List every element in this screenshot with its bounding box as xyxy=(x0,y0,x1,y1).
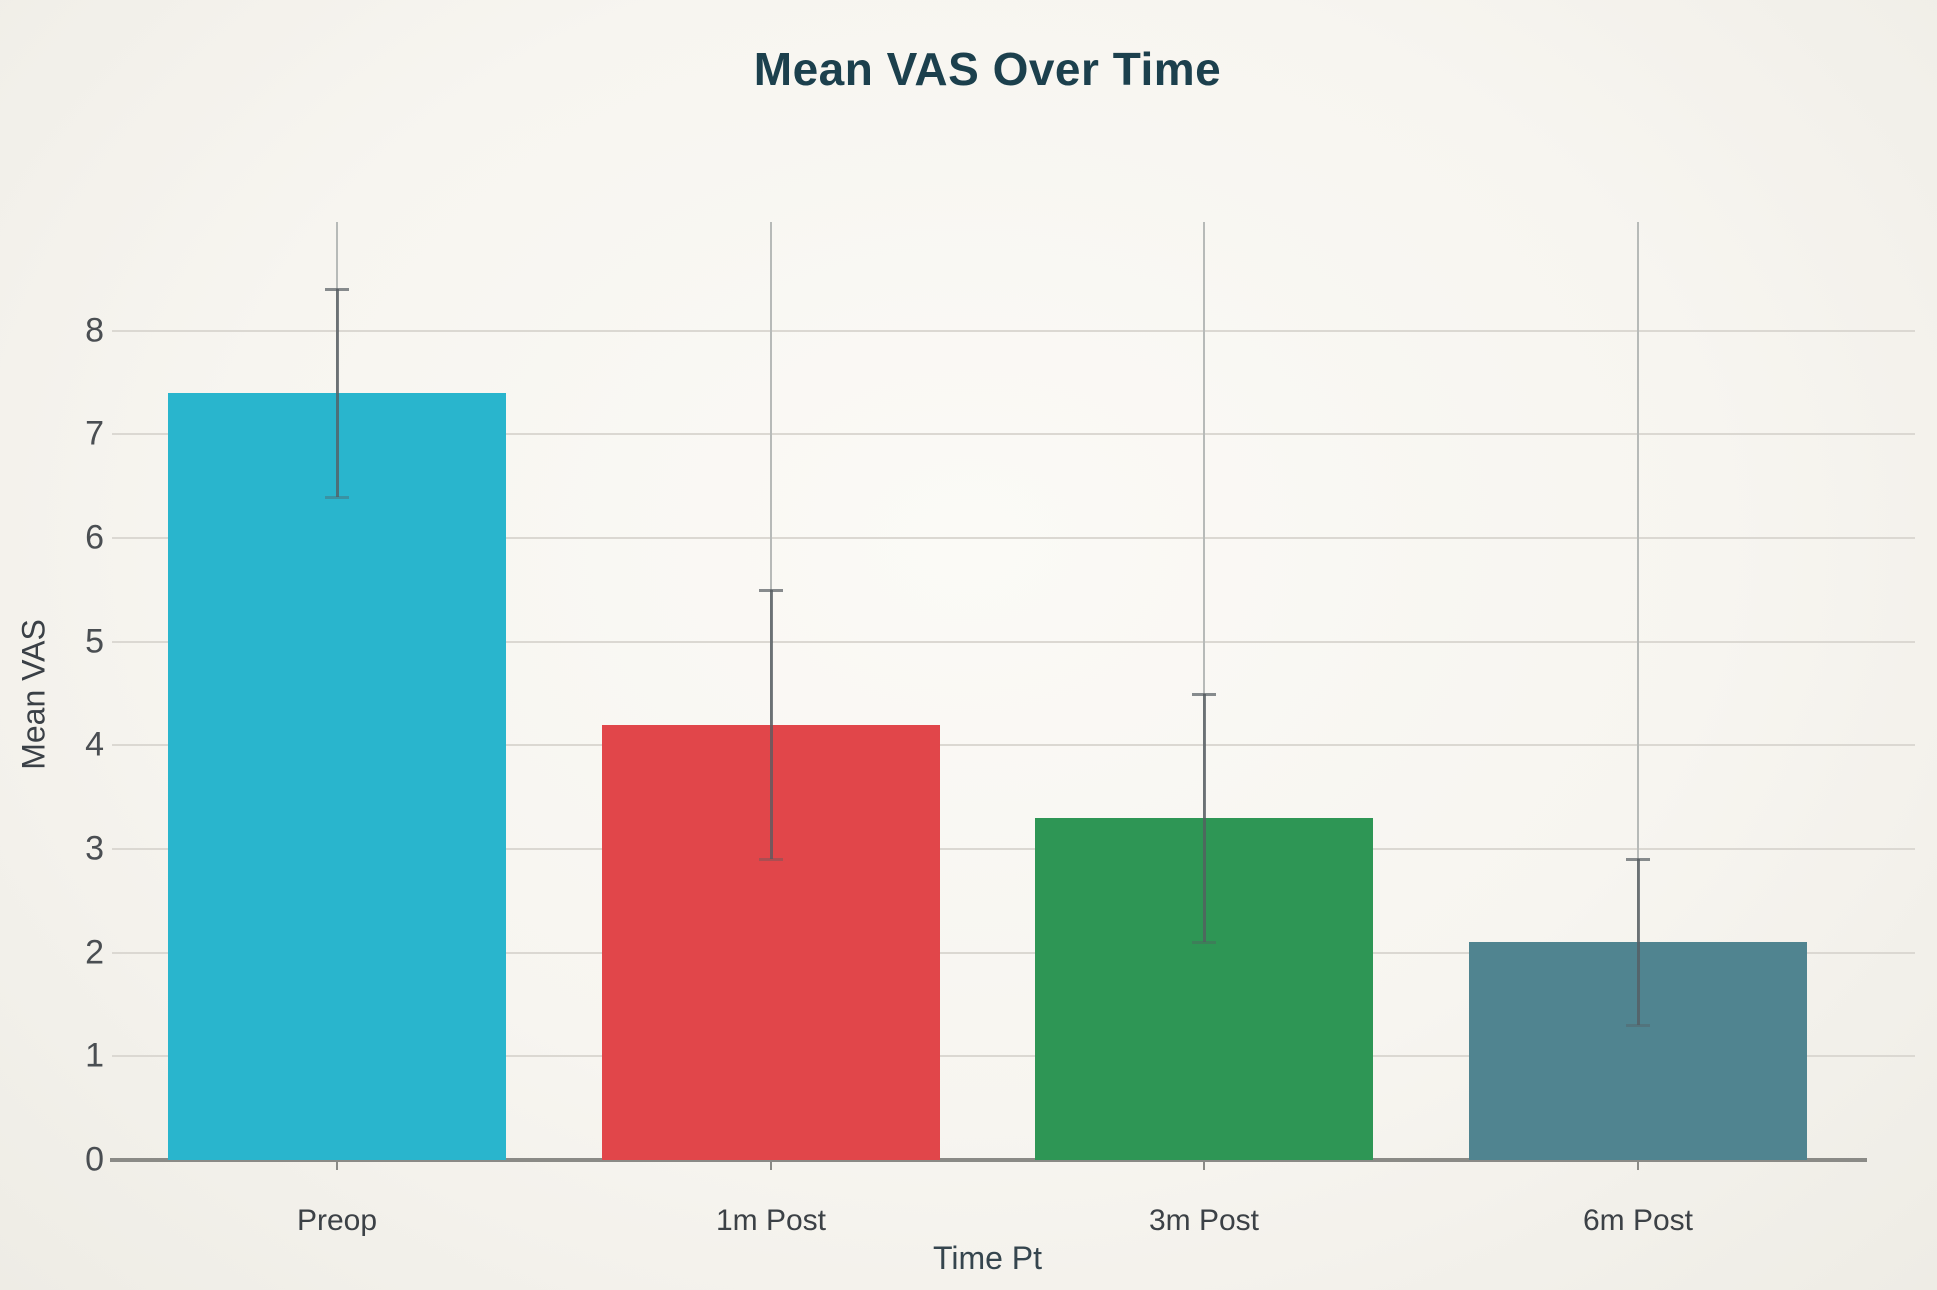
x-tick-mark xyxy=(1637,1160,1639,1170)
error-bar-cap-top xyxy=(325,288,349,292)
x-tick-label: 1m Post xyxy=(715,1204,827,1237)
v-gridline xyxy=(1637,222,1639,1160)
error-bar-cap-bottom xyxy=(1192,941,1216,945)
error-bar xyxy=(1202,693,1206,943)
h-gridline xyxy=(112,433,1915,436)
h-gridline xyxy=(112,1055,1915,1058)
x-tick-label: Preop xyxy=(296,1204,378,1237)
error-bar-cap-top xyxy=(759,588,783,592)
y-tick-label: 1 xyxy=(85,1036,104,1075)
h-gridline xyxy=(112,848,1915,851)
y-tick-label: 6 xyxy=(85,518,104,557)
x-axis-title: Time Pt xyxy=(932,1240,1043,1276)
h-gridline xyxy=(112,744,1915,747)
h-gridline xyxy=(112,951,1915,954)
error-bar xyxy=(335,289,339,497)
x-axis-line xyxy=(110,1158,1867,1162)
y-tick-label: 2 xyxy=(85,933,104,972)
chart-title: Mean VAS Over Time xyxy=(753,43,1222,95)
bar-preop xyxy=(168,393,506,1160)
x-tick-label: 6m Post xyxy=(1582,1204,1694,1237)
error-bar xyxy=(1636,859,1640,1026)
y-tick-label: 8 xyxy=(85,311,104,350)
x-tick-mark xyxy=(336,1160,338,1170)
error-bar-cap-top xyxy=(1626,858,1650,862)
y-axis-title: Mean VAS xyxy=(15,619,52,770)
v-gridline xyxy=(1203,222,1205,1160)
y-tick-label: 7 xyxy=(85,414,104,453)
y-tick-label: 4 xyxy=(85,725,104,764)
y-tick-label: 3 xyxy=(85,829,104,868)
x-tick-label: 3m Post xyxy=(1148,1204,1260,1237)
h-gridline xyxy=(112,329,1915,332)
x-tick-mark xyxy=(1203,1160,1205,1170)
h-gridline xyxy=(112,640,1915,643)
error-bar-cap-bottom xyxy=(325,495,349,499)
error-bar-cap-bottom xyxy=(759,858,783,862)
y-tick-label: 0 xyxy=(85,1140,104,1179)
error-bar-cap-bottom xyxy=(1626,1024,1650,1028)
error-bar-cap-top xyxy=(1192,692,1216,696)
y-tick-label: 5 xyxy=(85,622,104,661)
h-gridline xyxy=(112,537,1915,540)
error-bar xyxy=(769,589,773,860)
x-tick-mark xyxy=(770,1160,772,1170)
plot-area: 0 1 2 3 4 5 6 7 8 Preop 1m Post 3m Post 6m Post xyxy=(85,222,1915,1237)
